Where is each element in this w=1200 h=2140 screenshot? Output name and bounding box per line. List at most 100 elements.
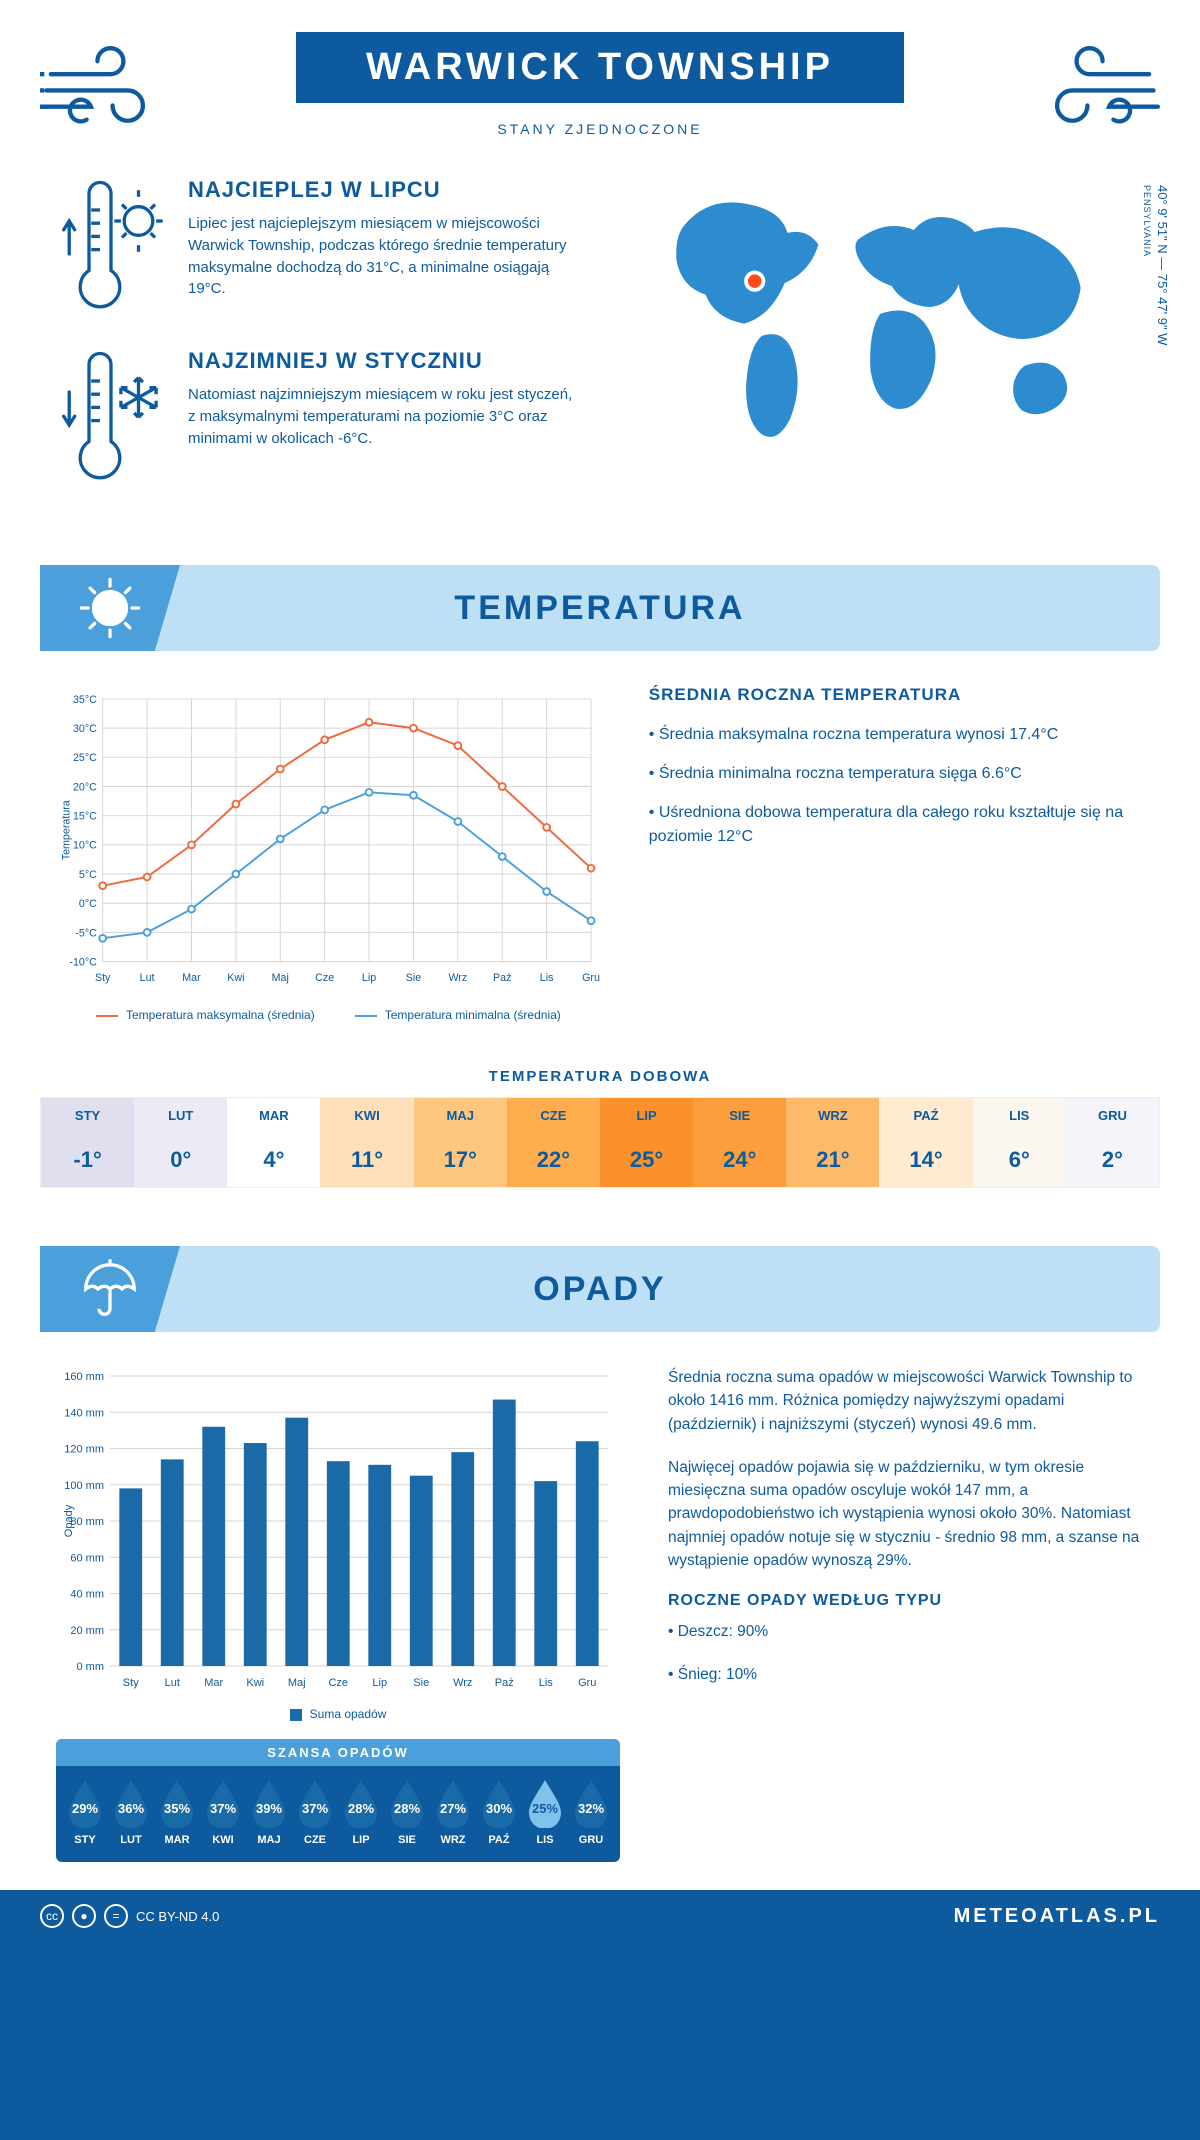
svg-text:140 mm: 140 mm [64, 1407, 104, 1419]
by-icon: ● [72, 1904, 96, 1928]
raindrop-icon: 28% [386, 1778, 428, 1828]
svg-text:-10°C: -10°C [69, 956, 97, 968]
chance-month: LIS [524, 1834, 566, 1846]
page-subtitle: STANY ZJEDNOCZONE [296, 121, 904, 137]
wind-icon-left [40, 40, 170, 130]
daily-month: LIS [973, 1098, 1066, 1133]
daily-value: 2° [1066, 1133, 1159, 1187]
chance-cell: 25% LIS [524, 1778, 566, 1846]
svg-text:Sty: Sty [95, 972, 111, 984]
raindrop-icon: 28% [340, 1778, 382, 1828]
chance-pct: 27% [440, 1791, 466, 1816]
chance-pct: 25% [532, 1791, 558, 1816]
svg-text:Mar: Mar [182, 972, 201, 984]
daily-value: -1° [41, 1133, 134, 1187]
svg-text:Paź: Paź [493, 972, 511, 984]
svg-text:10°C: 10°C [73, 840, 97, 852]
daily-month: STY [41, 1098, 134, 1133]
svg-text:Wrz: Wrz [448, 972, 467, 984]
chance-pct: 28% [394, 1791, 420, 1816]
svg-text:80 mm: 80 mm [70, 1516, 104, 1528]
svg-text:160 mm: 160 mm [64, 1371, 104, 1383]
svg-text:Lip: Lip [362, 972, 376, 984]
daily-month: PAŹ [879, 1098, 972, 1133]
svg-text:25°C: 25°C [73, 752, 97, 764]
chance-pct: 35% [164, 1791, 190, 1816]
daily-month: MAR [227, 1098, 320, 1133]
svg-text:Lip: Lip [372, 1677, 387, 1689]
daily-value: 24° [693, 1133, 786, 1187]
license-text: CC BY-ND 4.0 [136, 1909, 219, 1924]
chance-panel: SZANSA OPADÓW 29% STY 36% LUT 35% MAR 37… [56, 1739, 620, 1862]
chance-month: WRZ [432, 1834, 474, 1846]
precip-legend: Suma opadów [56, 1707, 620, 1721]
chance-month: GRU [570, 1834, 612, 1846]
chance-cell: 35% MAR [156, 1778, 198, 1846]
svg-text:Gru: Gru [582, 972, 600, 984]
svg-text:Paź: Paź [495, 1677, 514, 1689]
daily-value: 14° [879, 1133, 972, 1187]
daily-value: 0° [134, 1133, 227, 1187]
svg-text:15°C: 15°C [73, 811, 97, 823]
nd-icon: = [104, 1904, 128, 1928]
chance-cell: 30% PAŹ [478, 1778, 520, 1846]
daily-month: GRU [1066, 1098, 1159, 1133]
svg-text:Kwi: Kwi [246, 1677, 264, 1689]
svg-text:60 mm: 60 mm [70, 1552, 104, 1564]
svg-text:Temperatura: Temperatura [61, 800, 73, 860]
chance-month: LUT [110, 1834, 152, 1846]
daily-month: SIE [693, 1098, 786, 1133]
svg-text:Cze: Cze [328, 1677, 348, 1689]
precip-chart: 0 mm20 mm40 mm60 mm80 mm100 mm120 mm140 … [56, 1366, 620, 1696]
header: WARWICK TOWNSHIP STANY ZJEDNOCZONE [0, 0, 1200, 149]
temp-summary-1: • Średnia maksymalna roczna temperatura … [649, 723, 1144, 746]
fact-hottest: NAJCIEPLEJ W LIPCU Lipiec jest najcieple… [56, 177, 580, 320]
svg-text:Wrz: Wrz [453, 1677, 472, 1689]
chance-cell: 32% GRU [570, 1778, 612, 1846]
chance-pct: 29% [72, 1791, 98, 1816]
daily-value: 4° [227, 1133, 320, 1187]
fact-hot-title: NAJCIEPLEJ W LIPCU [188, 177, 580, 203]
svg-text:Maj: Maj [272, 972, 289, 984]
svg-text:Cze: Cze [315, 972, 334, 984]
precip-text-2: Najwięcej opadów pojawia się w październ… [668, 1456, 1144, 1572]
svg-text:35°C: 35°C [73, 694, 97, 706]
chance-month: SIE [386, 1834, 428, 1846]
chance-month: MAR [156, 1834, 198, 1846]
svg-text:Mar: Mar [204, 1677, 223, 1689]
precip-types-2: • Śnieg: 10% [668, 1663, 1144, 1686]
fact-hot-text: Lipiec jest najcieplejszym miesiącem w m… [188, 213, 580, 300]
temp-summary-title: ŚREDNIA ROCZNA TEMPERATURA [649, 685, 1144, 705]
svg-text:0°C: 0°C [79, 898, 97, 910]
raindrop-icon: 37% [202, 1778, 244, 1828]
daily-value: 21° [786, 1133, 879, 1187]
temp-summary-2: • Średnia minimalna roczna temperatura s… [649, 762, 1144, 785]
svg-text:Sty: Sty [123, 1677, 139, 1689]
daily-temp-title: TEMPERATURA DOBOWA [0, 1068, 1200, 1085]
daily-month: WRZ [786, 1098, 879, 1133]
chance-month: KWI [202, 1834, 244, 1846]
chance-pct: 30% [486, 1791, 512, 1816]
chance-month: STY [64, 1834, 106, 1846]
svg-text:Lut: Lut [165, 1677, 180, 1689]
chance-pct: 32% [578, 1791, 604, 1816]
raindrop-icon: 30% [478, 1778, 520, 1828]
chance-title: SZANSA OPADÓW [56, 1739, 620, 1766]
thermometer-cold-icon [56, 348, 166, 491]
svg-text:20°C: 20°C [73, 781, 97, 793]
svg-text:30°C: 30°C [73, 723, 97, 735]
chance-cell: 28% SIE [386, 1778, 428, 1846]
svg-text:Sie: Sie [413, 1677, 429, 1689]
legend-max: Temperatura maksymalna (średnia) [96, 1008, 315, 1022]
umbrella-icon [77, 1256, 143, 1322]
chance-cell: 37% KWI [202, 1778, 244, 1846]
coord-lat: 40° 9' 51" N [1155, 185, 1170, 254]
daily-month: KWI [320, 1098, 413, 1133]
svg-text:Lis: Lis [539, 1677, 554, 1689]
chance-pct: 36% [118, 1791, 144, 1816]
raindrop-icon: 35% [156, 1778, 198, 1828]
fact-coldest: NAJZIMNIEJ W STYCZNIU Natomiast najzimni… [56, 348, 580, 491]
coord-region: PENSYLVANIA [1142, 185, 1152, 257]
daily-value: 17° [414, 1133, 507, 1187]
svg-text:20 mm: 20 mm [70, 1625, 104, 1637]
